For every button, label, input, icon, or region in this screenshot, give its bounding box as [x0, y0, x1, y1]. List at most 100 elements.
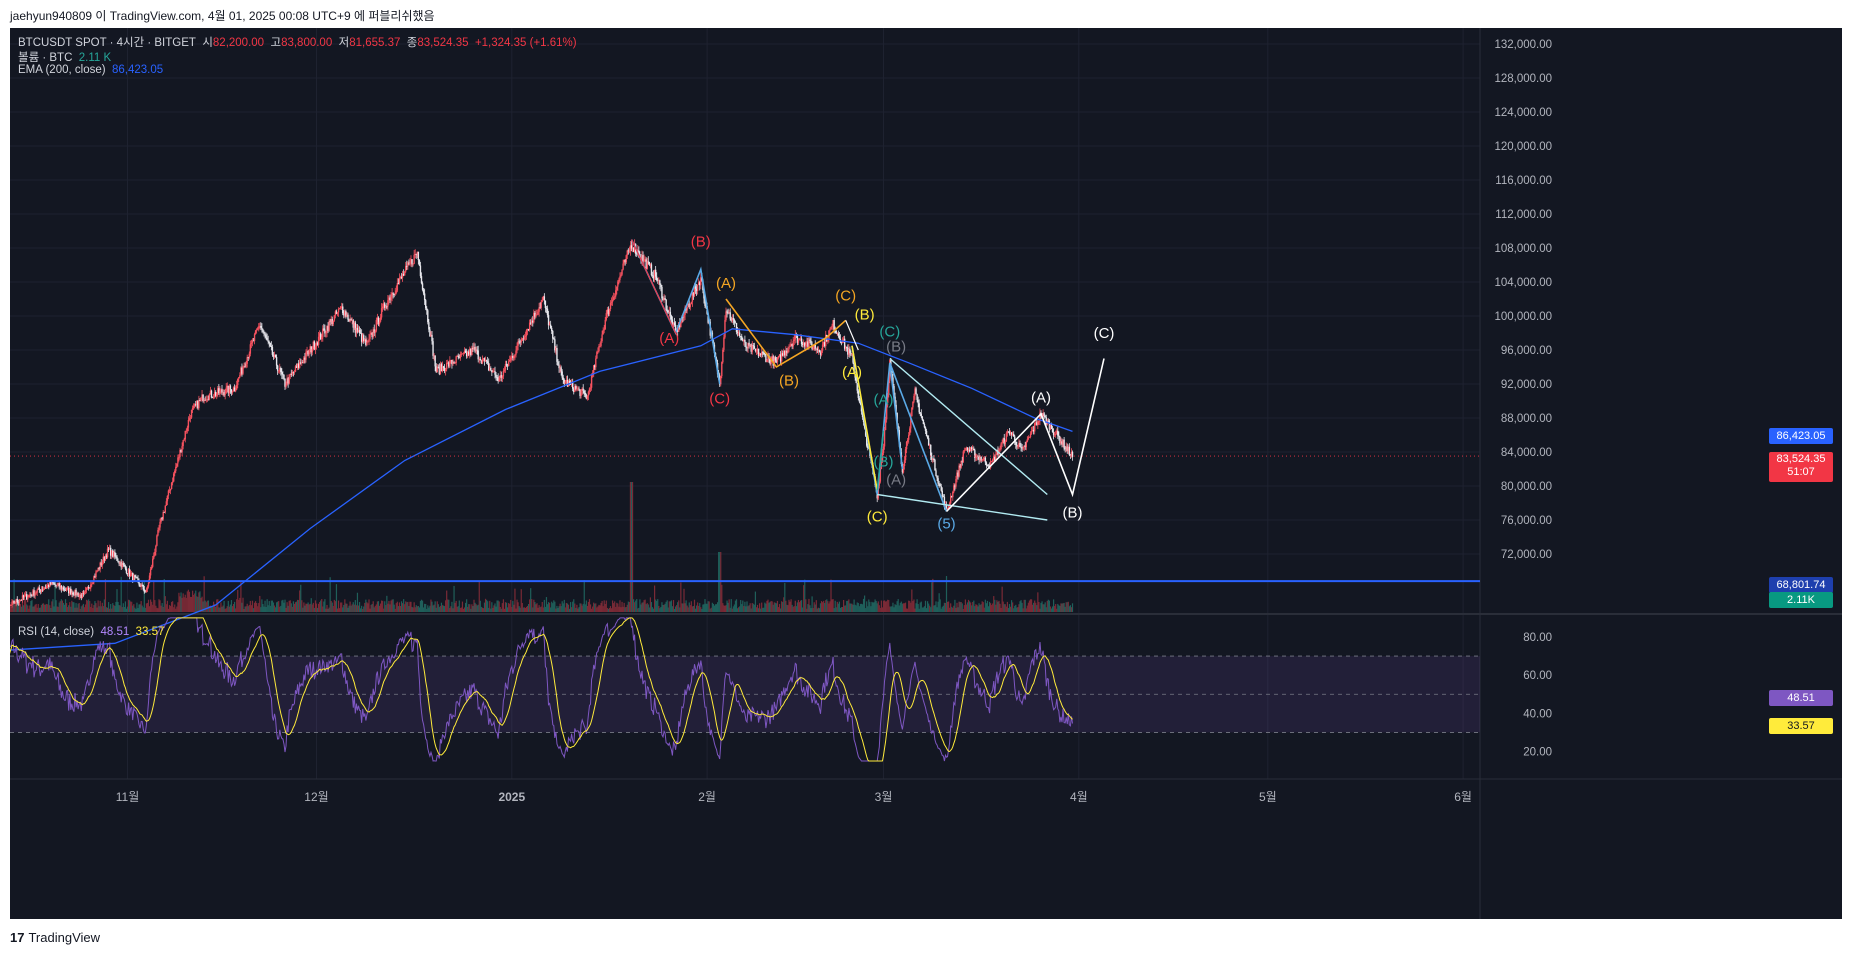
volume-bar — [1059, 605, 1061, 612]
candle-body — [705, 305, 707, 307]
volume-bar — [27, 605, 29, 612]
candle-body — [299, 362, 301, 368]
volume-bar — [676, 605, 678, 612]
volume-bar — [615, 606, 617, 612]
volume-bar — [405, 601, 407, 612]
high-label: 고 — [270, 37, 282, 49]
volume-bar — [956, 602, 958, 612]
volume-bar — [408, 606, 410, 612]
candle-body — [136, 576, 138, 579]
volume-bar — [292, 601, 294, 612]
candle-body — [177, 457, 179, 464]
candle-body — [33, 590, 35, 596]
price-chart[interactable]: (A)(B)(C)(A)(B)(C)(A)(B)(C)(A)(B)(C)(A)(… — [10, 28, 1842, 919]
candle-body — [972, 448, 974, 450]
candle-body — [583, 390, 585, 393]
volume-bar — [747, 606, 749, 612]
candle-body — [72, 592, 74, 595]
volume-bar — [329, 577, 331, 612]
volume-bar — [633, 599, 635, 612]
volume-bar — [70, 606, 72, 612]
candle-body — [830, 326, 832, 330]
chart-panel[interactable]: (A) (B) (C) (A) (B) (C) (A) (B) (C) (A) (B) (C) (A)(… — [10, 28, 1842, 919]
candle-body — [455, 356, 457, 364]
volume-bar — [897, 599, 899, 612]
close-label: 종 — [406, 37, 418, 49]
volume-bar — [310, 598, 312, 612]
volume-bar — [723, 605, 725, 612]
candle-body — [673, 322, 676, 325]
candle-body — [808, 339, 810, 347]
volume-bar — [835, 607, 837, 612]
candle-body — [425, 300, 427, 309]
volume-bar — [60, 599, 62, 612]
candle-body — [605, 313, 607, 320]
candle-body — [944, 504, 947, 508]
volume-bar — [959, 602, 961, 612]
volume-bar — [145, 603, 147, 612]
wave-label: (A) — [886, 471, 906, 488]
volume-bar — [176, 606, 178, 612]
tradingview-logo[interactable]: 17 TradingView — [10, 930, 100, 945]
candle-body — [40, 589, 43, 592]
ema-value: 86,423.05 — [111, 64, 164, 76]
candle-body — [242, 367, 244, 374]
volume-bar — [889, 606, 891, 612]
low-value: 81,655.37 — [349, 37, 401, 49]
volume-bar — [1019, 601, 1021, 612]
volume-bar — [455, 600, 457, 612]
volume-bar — [1043, 604, 1045, 612]
volume-bar — [966, 602, 969, 612]
volume-bar — [476, 605, 478, 612]
volume-bar — [931, 582, 933, 612]
candle-body — [601, 334, 603, 341]
candle-body — [339, 306, 342, 309]
candle-body — [625, 255, 627, 263]
wave-label: (C) — [835, 288, 856, 305]
volume-bar — [449, 608, 451, 612]
volume-bar — [1030, 599, 1033, 612]
candle-body — [924, 427, 927, 431]
candle-body — [950, 496, 952, 504]
volume-bar — [104, 579, 107, 612]
candle-body — [840, 342, 843, 344]
candle-body — [367, 340, 369, 343]
candle-body — [973, 448, 975, 451]
volume-bar — [20, 606, 23, 612]
candle-body — [936, 475, 938, 479]
volume-bar — [629, 482, 632, 612]
candle-body — [565, 379, 568, 382]
volume-bar — [135, 608, 137, 612]
volume-bar — [1045, 607, 1047, 612]
volume-bar — [648, 607, 650, 612]
candle-body — [250, 343, 253, 345]
candle-body — [337, 308, 340, 313]
candle-body — [518, 341, 520, 343]
volume-bar — [580, 603, 582, 612]
volume-bar — [790, 599, 792, 612]
volume-bar — [685, 600, 687, 612]
candle-body — [766, 359, 768, 362]
volume-bar — [168, 605, 171, 612]
volume-bar — [430, 599, 432, 612]
volume-bar — [77, 603, 79, 612]
volume-bar — [658, 605, 660, 612]
volume-bar — [604, 603, 606, 612]
volume-bar — [678, 600, 680, 612]
candle-body — [691, 292, 694, 302]
volume-bar — [393, 604, 395, 612]
candle-body — [41, 589, 44, 591]
volume-bar — [344, 599, 346, 612]
candle-body — [391, 293, 393, 297]
candle-body — [611, 299, 614, 302]
volume-bar — [200, 597, 202, 612]
volume-bar — [855, 605, 857, 612]
volume-bar — [483, 602, 486, 612]
candle-body — [156, 535, 158, 546]
volume-bar — [651, 607, 654, 612]
candle-body — [497, 377, 499, 381]
candle-body — [10, 605, 11, 607]
candle-body — [765, 355, 767, 362]
candle-body — [410, 259, 412, 264]
candle-body — [562, 377, 564, 381]
